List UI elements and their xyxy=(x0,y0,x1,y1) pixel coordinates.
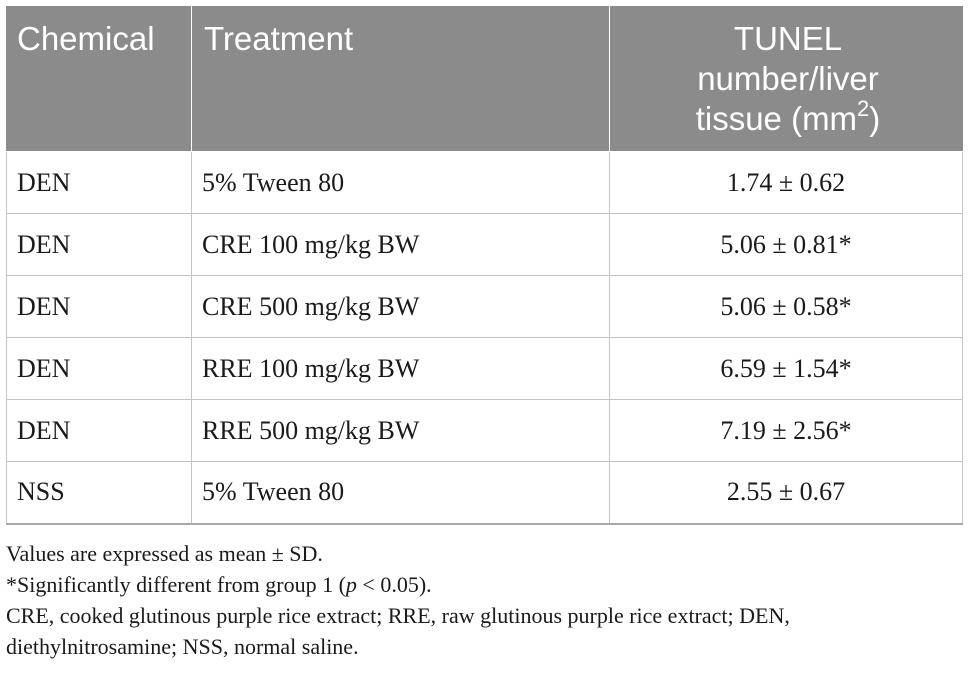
cell-chemical: DEN xyxy=(6,213,192,276)
cell-chemical: DEN xyxy=(6,151,192,214)
header-tunel-line1: TUNEL xyxy=(733,20,843,57)
footnote-significance-pre: *Significantly different from group 1 ( xyxy=(6,572,346,597)
footnote-p-symbol: p xyxy=(345,572,357,597)
cell-tunel-value: 1.74 ± 0.62 xyxy=(609,151,963,214)
table-row: DEN RRE 100 mg/kg BW 6.59 ± 1.54* xyxy=(6,337,963,400)
cell-treatment: 5% Tween 80 xyxy=(191,461,610,525)
cell-chemical: DEN xyxy=(6,399,192,462)
cell-chemical: DEN xyxy=(6,275,192,338)
header-tunel-superscript: 2 xyxy=(857,96,870,121)
footnote-significance: *Significantly different from group 1 (p… xyxy=(6,569,962,600)
table-row: DEN RRE 500 mg/kg BW 7.19 ± 2.56* xyxy=(6,399,963,462)
cell-chemical: DEN xyxy=(6,337,192,400)
header-tunel-close: ) xyxy=(869,100,881,137)
header-chemical: Chemical xyxy=(6,6,192,152)
footnote-significance-post: < 0.05). xyxy=(356,572,432,597)
results-table-container: Chemical Treatment TUNEL number/liver tiss… xyxy=(6,6,963,525)
header-tunel-line2: number/liver xyxy=(697,60,879,97)
header-tunel-line3: tissue (mm xyxy=(695,100,858,137)
cell-tunel-value: 6.59 ± 1.54* xyxy=(609,337,963,400)
cell-tunel-value: 5.06 ± 0.81* xyxy=(609,213,963,276)
footnote-mean-sd: Values are expressed as mean ± SD. xyxy=(6,541,323,566)
table-row: NSS 5% Tween 80 2.55 ± 0.67 xyxy=(6,461,963,525)
header-treatment: Treatment xyxy=(191,6,610,152)
cell-tunel-value: 2.55 ± 0.67 xyxy=(609,461,963,525)
footnote-abbreviations: CRE, cooked glutinous purple rice extrac… xyxy=(6,603,790,659)
table-row: DEN CRE 500 mg/kg BW 5.06 ± 0.58* xyxy=(6,275,963,338)
tunel-results-table: Chemical Treatment TUNEL number/liver tiss… xyxy=(6,6,963,525)
header-tunel: TUNEL number/liver tissue (mm2) xyxy=(609,6,963,152)
cell-treatment: RRE 500 mg/kg BW xyxy=(191,399,610,462)
cell-treatment: CRE 500 mg/kg BW xyxy=(191,275,610,338)
cell-chemical: NSS xyxy=(6,461,192,525)
table-footnotes: Values are expressed as mean ± SD. *Sign… xyxy=(6,538,962,662)
table-row: DEN CRE 100 mg/kg BW 5.06 ± 0.81* xyxy=(6,213,963,276)
cell-tunel-value: 5.06 ± 0.58* xyxy=(609,275,963,338)
table-row: DEN 5% Tween 80 1.74 ± 0.62 xyxy=(6,151,963,214)
cell-treatment: RRE 100 mg/kg BW xyxy=(191,337,610,400)
table-header-row: Chemical Treatment TUNEL number/liver tiss… xyxy=(6,6,963,152)
cell-tunel-value: 7.19 ± 2.56* xyxy=(609,399,963,462)
cell-treatment: 5% Tween 80 xyxy=(191,151,610,214)
cell-treatment: CRE 100 mg/kg BW xyxy=(191,213,610,276)
